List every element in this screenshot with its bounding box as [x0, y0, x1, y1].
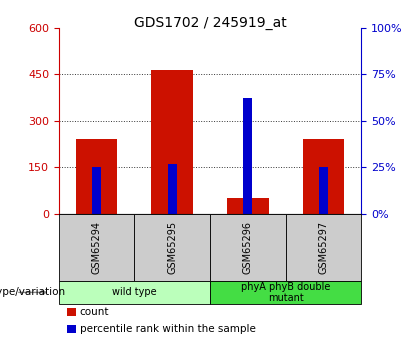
Bar	[134, 214, 210, 281]
Bar	[152, 69, 193, 214]
Bar	[227, 198, 269, 214]
Bar	[319, 167, 328, 214]
Text: GSM65295: GSM65295	[167, 221, 177, 274]
Bar	[210, 281, 361, 304]
Text: GDS1702 / 245919_at: GDS1702 / 245919_at	[134, 16, 286, 30]
Text: count: count	[80, 307, 109, 317]
Bar	[168, 164, 177, 214]
Text: GSM65296: GSM65296	[243, 221, 253, 274]
Bar	[210, 214, 286, 281]
Bar	[92, 167, 101, 214]
Bar	[303, 139, 344, 214]
Text: percentile rank within the sample: percentile rank within the sample	[80, 324, 256, 334]
Text: GSM65297: GSM65297	[318, 221, 328, 274]
Bar	[76, 139, 118, 214]
Text: GSM65294: GSM65294	[92, 221, 102, 274]
Bar	[243, 98, 252, 214]
Bar	[67, 308, 76, 316]
Bar	[59, 214, 134, 281]
Bar	[59, 281, 210, 304]
Bar	[286, 214, 361, 281]
Bar	[67, 325, 76, 333]
Text: phyA phyB double
mutant: phyA phyB double mutant	[241, 282, 330, 303]
Text: genotype/variation: genotype/variation	[0, 287, 66, 297]
Text: wild type: wild type	[112, 287, 157, 297]
